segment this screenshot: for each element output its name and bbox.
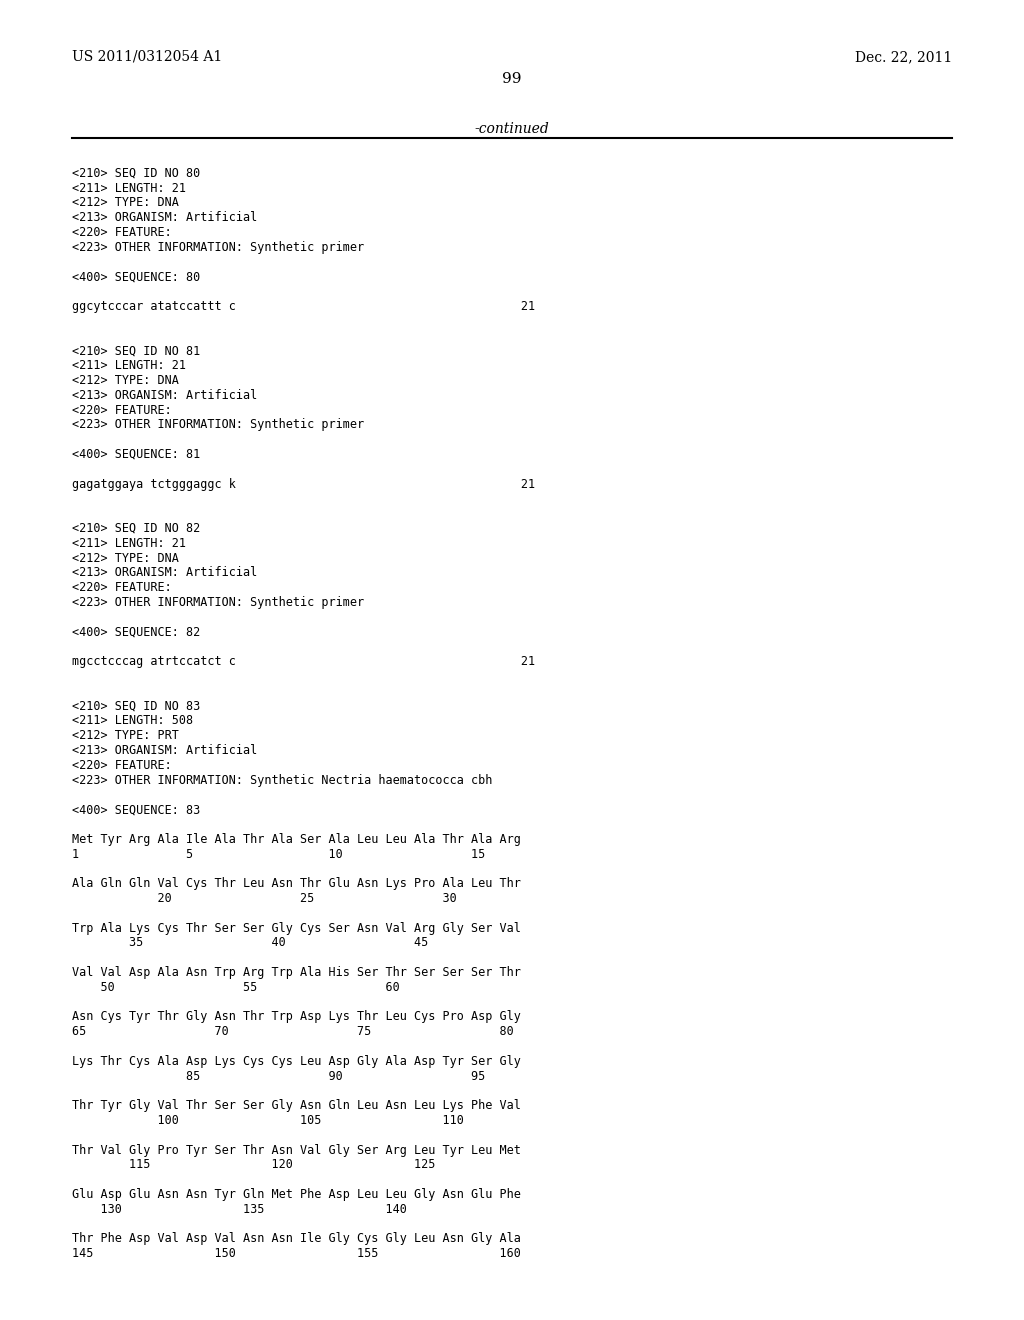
Text: <400> SEQUENCE: 81: <400> SEQUENCE: 81 — [72, 447, 201, 461]
Text: 65                  70                  75                  80: 65 70 75 80 — [72, 1026, 514, 1039]
Text: 1               5                   10                  15: 1 5 10 15 — [72, 847, 485, 861]
Text: <210> SEQ ID NO 82: <210> SEQ ID NO 82 — [72, 521, 201, 535]
Text: 99: 99 — [502, 73, 522, 86]
Text: Asn Cys Tyr Thr Gly Asn Thr Trp Asp Lys Thr Leu Cys Pro Asp Gly: Asn Cys Tyr Thr Gly Asn Thr Trp Asp Lys … — [72, 1010, 521, 1023]
Text: <213> ORGANISM: Artificial: <213> ORGANISM: Artificial — [72, 211, 257, 224]
Text: Thr Tyr Gly Val Thr Ser Ser Gly Asn Gln Leu Asn Leu Lys Phe Val: Thr Tyr Gly Val Thr Ser Ser Gly Asn Gln … — [72, 1100, 521, 1113]
Text: gagatggaya tctgggaggc k                                        21: gagatggaya tctgggaggc k 21 — [72, 478, 536, 491]
Text: <223> OTHER INFORMATION: Synthetic primer: <223> OTHER INFORMATION: Synthetic prime… — [72, 418, 365, 432]
Text: <223> OTHER INFORMATION: Synthetic primer: <223> OTHER INFORMATION: Synthetic prime… — [72, 597, 365, 609]
Text: 100                 105                 110: 100 105 110 — [72, 1114, 464, 1127]
Text: <211> LENGTH: 21: <211> LENGTH: 21 — [72, 182, 186, 194]
Text: Ala Gln Gln Val Cys Thr Leu Asn Thr Glu Asn Lys Pro Ala Leu Thr: Ala Gln Gln Val Cys Thr Leu Asn Thr Glu … — [72, 878, 521, 890]
Text: Trp Ala Lys Cys Thr Ser Ser Gly Cys Ser Asn Val Arg Gly Ser Val: Trp Ala Lys Cys Thr Ser Ser Gly Cys Ser … — [72, 921, 521, 935]
Text: Val Val Asp Ala Asn Trp Arg Trp Ala His Ser Thr Ser Ser Ser Thr: Val Val Asp Ala Asn Trp Arg Trp Ala His … — [72, 966, 521, 979]
Text: 20                  25                  30: 20 25 30 — [72, 892, 457, 906]
Text: 50                  55                  60: 50 55 60 — [72, 981, 399, 994]
Text: Glu Asp Glu Asn Asn Tyr Gln Met Phe Asp Leu Leu Gly Asn Glu Phe: Glu Asp Glu Asn Asn Tyr Gln Met Phe Asp … — [72, 1188, 521, 1201]
Text: <213> ORGANISM: Artificial: <213> ORGANISM: Artificial — [72, 389, 257, 401]
Text: 145                 150                 155                 160: 145 150 155 160 — [72, 1247, 521, 1261]
Text: <213> ORGANISM: Artificial: <213> ORGANISM: Artificial — [72, 744, 257, 756]
Text: <212> TYPE: DNA: <212> TYPE: DNA — [72, 552, 179, 565]
Text: <220> FEATURE:: <220> FEATURE: — [72, 404, 172, 417]
Text: <212> TYPE: DNA: <212> TYPE: DNA — [72, 197, 179, 210]
Text: <223> OTHER INFORMATION: Synthetic Nectria haematococca cbh: <223> OTHER INFORMATION: Synthetic Nectr… — [72, 774, 493, 787]
Text: <210> SEQ ID NO 83: <210> SEQ ID NO 83 — [72, 700, 201, 713]
Text: Thr Phe Asp Val Asp Val Asn Asn Ile Gly Cys Gly Leu Asn Gly Ala: Thr Phe Asp Val Asp Val Asn Asn Ile Gly … — [72, 1233, 521, 1245]
Text: <400> SEQUENCE: 82: <400> SEQUENCE: 82 — [72, 626, 201, 639]
Text: Dec. 22, 2011: Dec. 22, 2011 — [855, 50, 952, 63]
Text: Lys Thr Cys Ala Asp Lys Cys Cys Leu Asp Gly Ala Asp Tyr Ser Gly: Lys Thr Cys Ala Asp Lys Cys Cys Leu Asp … — [72, 1055, 521, 1068]
Text: <213> ORGANISM: Artificial: <213> ORGANISM: Artificial — [72, 566, 257, 579]
Text: <400> SEQUENCE: 80: <400> SEQUENCE: 80 — [72, 271, 201, 284]
Text: <211> LENGTH: 21: <211> LENGTH: 21 — [72, 359, 186, 372]
Text: <220> FEATURE:: <220> FEATURE: — [72, 581, 172, 594]
Text: <400> SEQUENCE: 83: <400> SEQUENCE: 83 — [72, 803, 201, 816]
Text: <220> FEATURE:: <220> FEATURE: — [72, 226, 172, 239]
Text: <211> LENGTH: 21: <211> LENGTH: 21 — [72, 537, 186, 550]
Text: -continued: -continued — [475, 121, 549, 136]
Text: 35                  40                  45: 35 40 45 — [72, 936, 428, 949]
Text: 115                 120                 125: 115 120 125 — [72, 1159, 435, 1171]
Text: 85                  90                  95: 85 90 95 — [72, 1069, 485, 1082]
Text: <210> SEQ ID NO 80: <210> SEQ ID NO 80 — [72, 166, 201, 180]
Text: US 2011/0312054 A1: US 2011/0312054 A1 — [72, 50, 222, 63]
Text: <223> OTHER INFORMATION: Synthetic primer: <223> OTHER INFORMATION: Synthetic prime… — [72, 240, 365, 253]
Text: <211> LENGTH: 508: <211> LENGTH: 508 — [72, 714, 194, 727]
Text: 130                 135                 140: 130 135 140 — [72, 1203, 407, 1216]
Text: Thr Val Gly Pro Tyr Ser Thr Asn Val Gly Ser Arg Leu Tyr Leu Met: Thr Val Gly Pro Tyr Ser Thr Asn Val Gly … — [72, 1143, 521, 1156]
Text: <210> SEQ ID NO 81: <210> SEQ ID NO 81 — [72, 345, 201, 358]
Text: mgcctcccag atrtccatct c                                        21: mgcctcccag atrtccatct c 21 — [72, 655, 536, 668]
Text: <212> TYPE: DNA: <212> TYPE: DNA — [72, 374, 179, 387]
Text: Met Tyr Arg Ala Ile Ala Thr Ala Ser Ala Leu Leu Ala Thr Ala Arg: Met Tyr Arg Ala Ile Ala Thr Ala Ser Ala … — [72, 833, 521, 846]
Text: ggcytcccar atatccattt c                                        21: ggcytcccar atatccattt c 21 — [72, 300, 536, 313]
Text: <212> TYPE: PRT: <212> TYPE: PRT — [72, 729, 179, 742]
Text: <220> FEATURE:: <220> FEATURE: — [72, 759, 172, 772]
